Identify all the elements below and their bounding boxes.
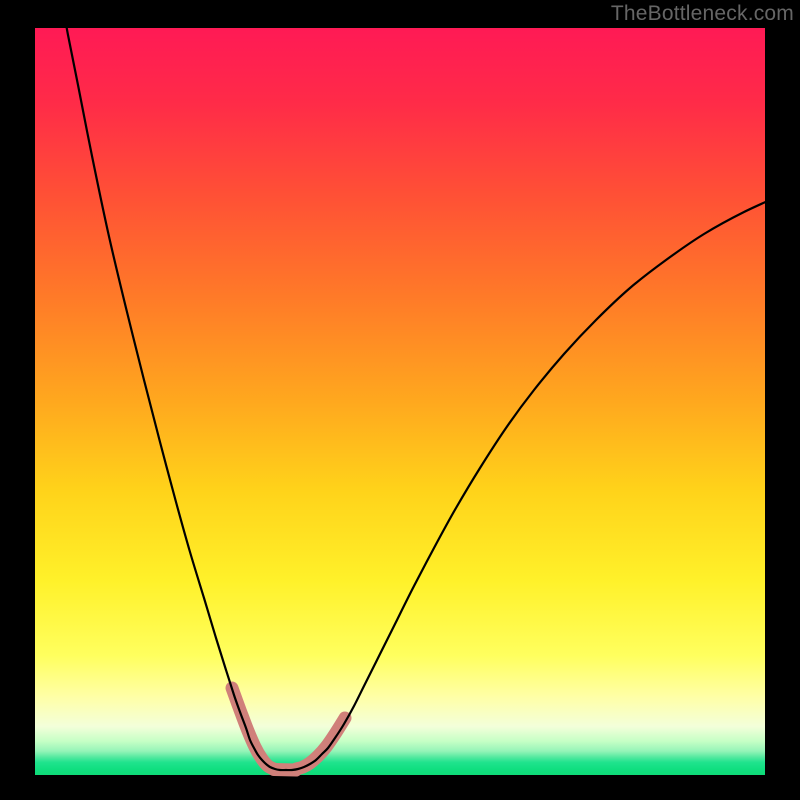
chart-frame: TheBottleneck.com <box>0 0 800 800</box>
chart-gradient-background <box>35 28 765 775</box>
watermark-text: TheBottleneck.com <box>611 2 794 26</box>
